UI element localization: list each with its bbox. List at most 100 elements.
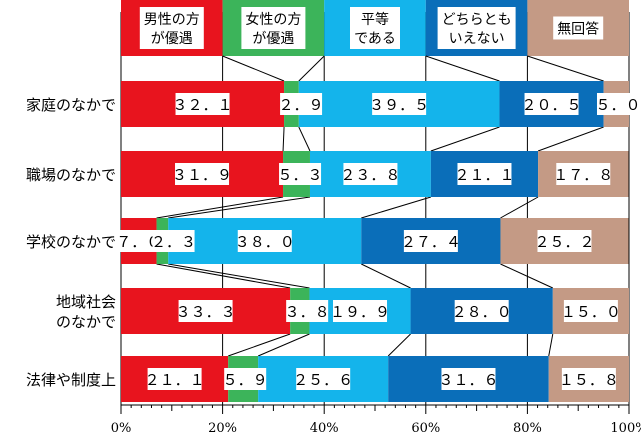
- gridlines: [120, 12, 630, 405]
- connector-line: [500, 196, 539, 219]
- x-tick-label: 60%: [411, 421, 440, 436]
- value-label: ３１．６: [438, 371, 498, 389]
- value-label: １５．０: [561, 303, 621, 321]
- connector-line: [361, 263, 411, 289]
- value-label-box: [441, 368, 496, 390]
- value-label-box: [561, 368, 616, 390]
- value-label-box: [454, 300, 509, 322]
- connector-line: [168, 263, 310, 289]
- connector-line: [430, 126, 500, 152]
- value-label-box: [296, 368, 351, 390]
- x-tick-label: 20%: [208, 421, 237, 436]
- connector-line: [527, 55, 604, 82]
- x-axis: 0% 20% 40% 60% 80% 100%: [111, 404, 641, 436]
- connector-line: [387, 333, 411, 357]
- x-tick-label: 100%: [610, 421, 641, 436]
- legend-label-box: [553, 16, 604, 40]
- legend-label: 無回答: [557, 21, 599, 38]
- category-label: のなかで: [56, 313, 116, 331]
- legend-label-box: [241, 7, 306, 49]
- connector-line: [222, 55, 285, 82]
- legend-label: が優遇: [252, 31, 294, 47]
- legend-label: である: [354, 31, 396, 47]
- connector-line: [298, 55, 325, 82]
- legend-label: が優遇: [151, 31, 193, 47]
- connector-line: [156, 263, 291, 289]
- value-label-box: [178, 300, 233, 322]
- value-label-box: [403, 230, 458, 252]
- legend-label: いえない: [449, 31, 505, 47]
- value-label: ５．３: [278, 166, 323, 184]
- value-label-box: [279, 163, 322, 185]
- connector-line: [228, 333, 291, 357]
- connector-lines: [156, 55, 604, 357]
- x-tick-label: 0%: [111, 421, 132, 436]
- value-label: ２５．２: [534, 233, 594, 251]
- category-label: 法律や制度上: [26, 371, 116, 389]
- value-label: ２３．８: [340, 166, 400, 184]
- value-label: ２０．５: [522, 96, 582, 114]
- value-label-box: [343, 163, 398, 185]
- value-label-box: [152, 230, 195, 252]
- value-label: １９．９: [330, 303, 390, 321]
- x-tick-label: 40%: [310, 421, 339, 436]
- value-label: ２７．４: [401, 233, 461, 251]
- value-label: ２５．６: [293, 371, 353, 389]
- value-label: ７．０: [116, 233, 161, 251]
- legend-label: 女性の方: [245, 11, 301, 28]
- legend-label: 平等: [361, 11, 389, 28]
- value-label: ２８．０: [452, 303, 512, 321]
- value-label-box: [175, 93, 230, 115]
- connector-line: [156, 196, 284, 219]
- category-label: 地域社会: [56, 293, 116, 311]
- bars: ３２．１ ２．９ ３９．５ ２０．５ ５．０ ３１．９ ５．３ ２３．８ ２１．１ １７．８ ７．０…: [116, 81, 641, 402]
- value-label: ３２．１: [173, 96, 233, 114]
- connector-line: [548, 333, 554, 357]
- value-label: ２．３: [151, 233, 196, 251]
- value-label: ２１．１: [145, 371, 205, 389]
- value-label-box: [372, 93, 427, 115]
- legend-label-box: [350, 7, 400, 49]
- value-label-box: [286, 300, 329, 322]
- value-label-box: [333, 300, 388, 322]
- legend-label: 男性の方: [144, 12, 200, 28]
- value-label-box: [117, 230, 160, 252]
- connector-line: [537, 126, 604, 152]
- value-label: ５．０: [595, 96, 640, 114]
- value-label-box: [280, 93, 323, 115]
- value-label-box: [597, 93, 639, 115]
- value-label: １５．８: [559, 371, 619, 389]
- legend-label: どちらとも: [442, 12, 512, 28]
- legend-label-box: [437, 7, 516, 49]
- category-label: 職場のなかで: [26, 166, 116, 184]
- value-label: ３９．５: [369, 96, 429, 114]
- value-label: ３８．０: [235, 233, 295, 251]
- value-label: ２１．１: [454, 166, 514, 184]
- category-label: 学校のなかで: [26, 233, 116, 251]
- value-label-box: [556, 163, 611, 185]
- value-label-box: [147, 368, 202, 390]
- value-label-box: [175, 163, 230, 185]
- connector-line: [282, 126, 285, 152]
- connector-line: [257, 333, 310, 357]
- value-label-box: [237, 230, 292, 252]
- value-label-box: [457, 163, 512, 185]
- connector-line: [361, 196, 432, 219]
- value-label-box: [224, 368, 267, 390]
- value-label-box: [563, 300, 618, 322]
- value-label: ５．９: [223, 371, 268, 389]
- value-label: ２．９: [279, 96, 324, 114]
- value-label-box: [537, 230, 592, 252]
- connector-line: [298, 126, 311, 152]
- value-label: ３１．９: [172, 166, 232, 184]
- x-tick-label: 80%: [513, 421, 542, 436]
- value-label: １７．８: [553, 166, 613, 184]
- connector-line: [425, 55, 500, 82]
- value-label-box: [524, 93, 579, 115]
- legend-label-box: [139, 7, 204, 49]
- category-label: 家庭のなかで: [26, 96, 116, 114]
- value-label: ３３．３: [176, 303, 236, 321]
